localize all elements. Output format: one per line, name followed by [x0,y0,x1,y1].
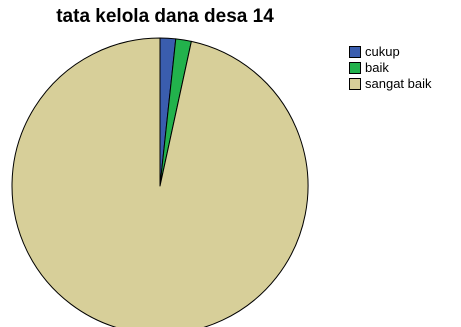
legend-swatch-cukup [349,46,361,58]
legend-label-cukup: cukup [365,44,400,59]
pie-slices [11,37,309,327]
legend-label-baik: baik [365,60,389,75]
chart-title: tata kelola dana desa 14 [56,6,274,27]
legend-item-cukup: cukup [349,44,432,60]
pie-slice-sangat-baik [11,37,309,327]
legend: cukup baik sangat baik [349,44,432,92]
legend-swatch-sangat-baik [349,78,361,90]
legend-swatch-baik [349,62,361,74]
legend-item-baik: baik [349,60,432,76]
legend-item-sangat-baik: sangat baik [349,76,432,92]
legend-label-sangat-baik: sangat baik [365,76,432,91]
